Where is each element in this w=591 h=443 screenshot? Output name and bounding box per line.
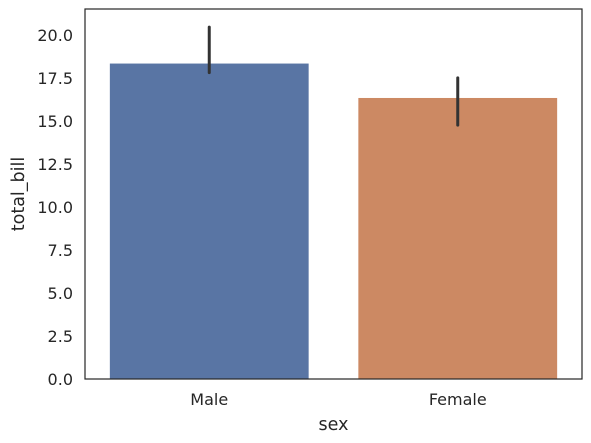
- y-axis-label: total_bill: [9, 157, 29, 231]
- bar-male: [109, 63, 309, 379]
- y-tick-label: 2.5: [48, 327, 73, 346]
- y-tick-label: 5.0: [48, 284, 73, 303]
- x-tick-label: Male: [190, 390, 228, 409]
- plot-frame: [84, 8, 583, 380]
- y-tick-label: 17.5: [37, 69, 73, 88]
- x-tick-label: Female: [429, 390, 487, 409]
- y-tick-label: 12.5: [37, 155, 73, 174]
- y-tick-label: 7.5: [48, 241, 73, 260]
- y-tick-label: 15.0: [37, 112, 73, 131]
- bars-layer: [109, 63, 558, 379]
- y-tick-label: 0.0: [48, 370, 73, 389]
- x-axis-label: sex: [319, 415, 349, 435]
- y-tick-labels: 0.0 2.5 5.0 7.5 10.0 12.5 15.0 17.5 20.0: [37, 26, 73, 389]
- y-tick-label: 10.0: [37, 198, 73, 217]
- y-tick-label: 20.0: [37, 26, 73, 45]
- x-tick-labels: Male Female: [190, 390, 486, 409]
- bar-female: [358, 97, 558, 379]
- error-bars-layer: [207, 25, 460, 127]
